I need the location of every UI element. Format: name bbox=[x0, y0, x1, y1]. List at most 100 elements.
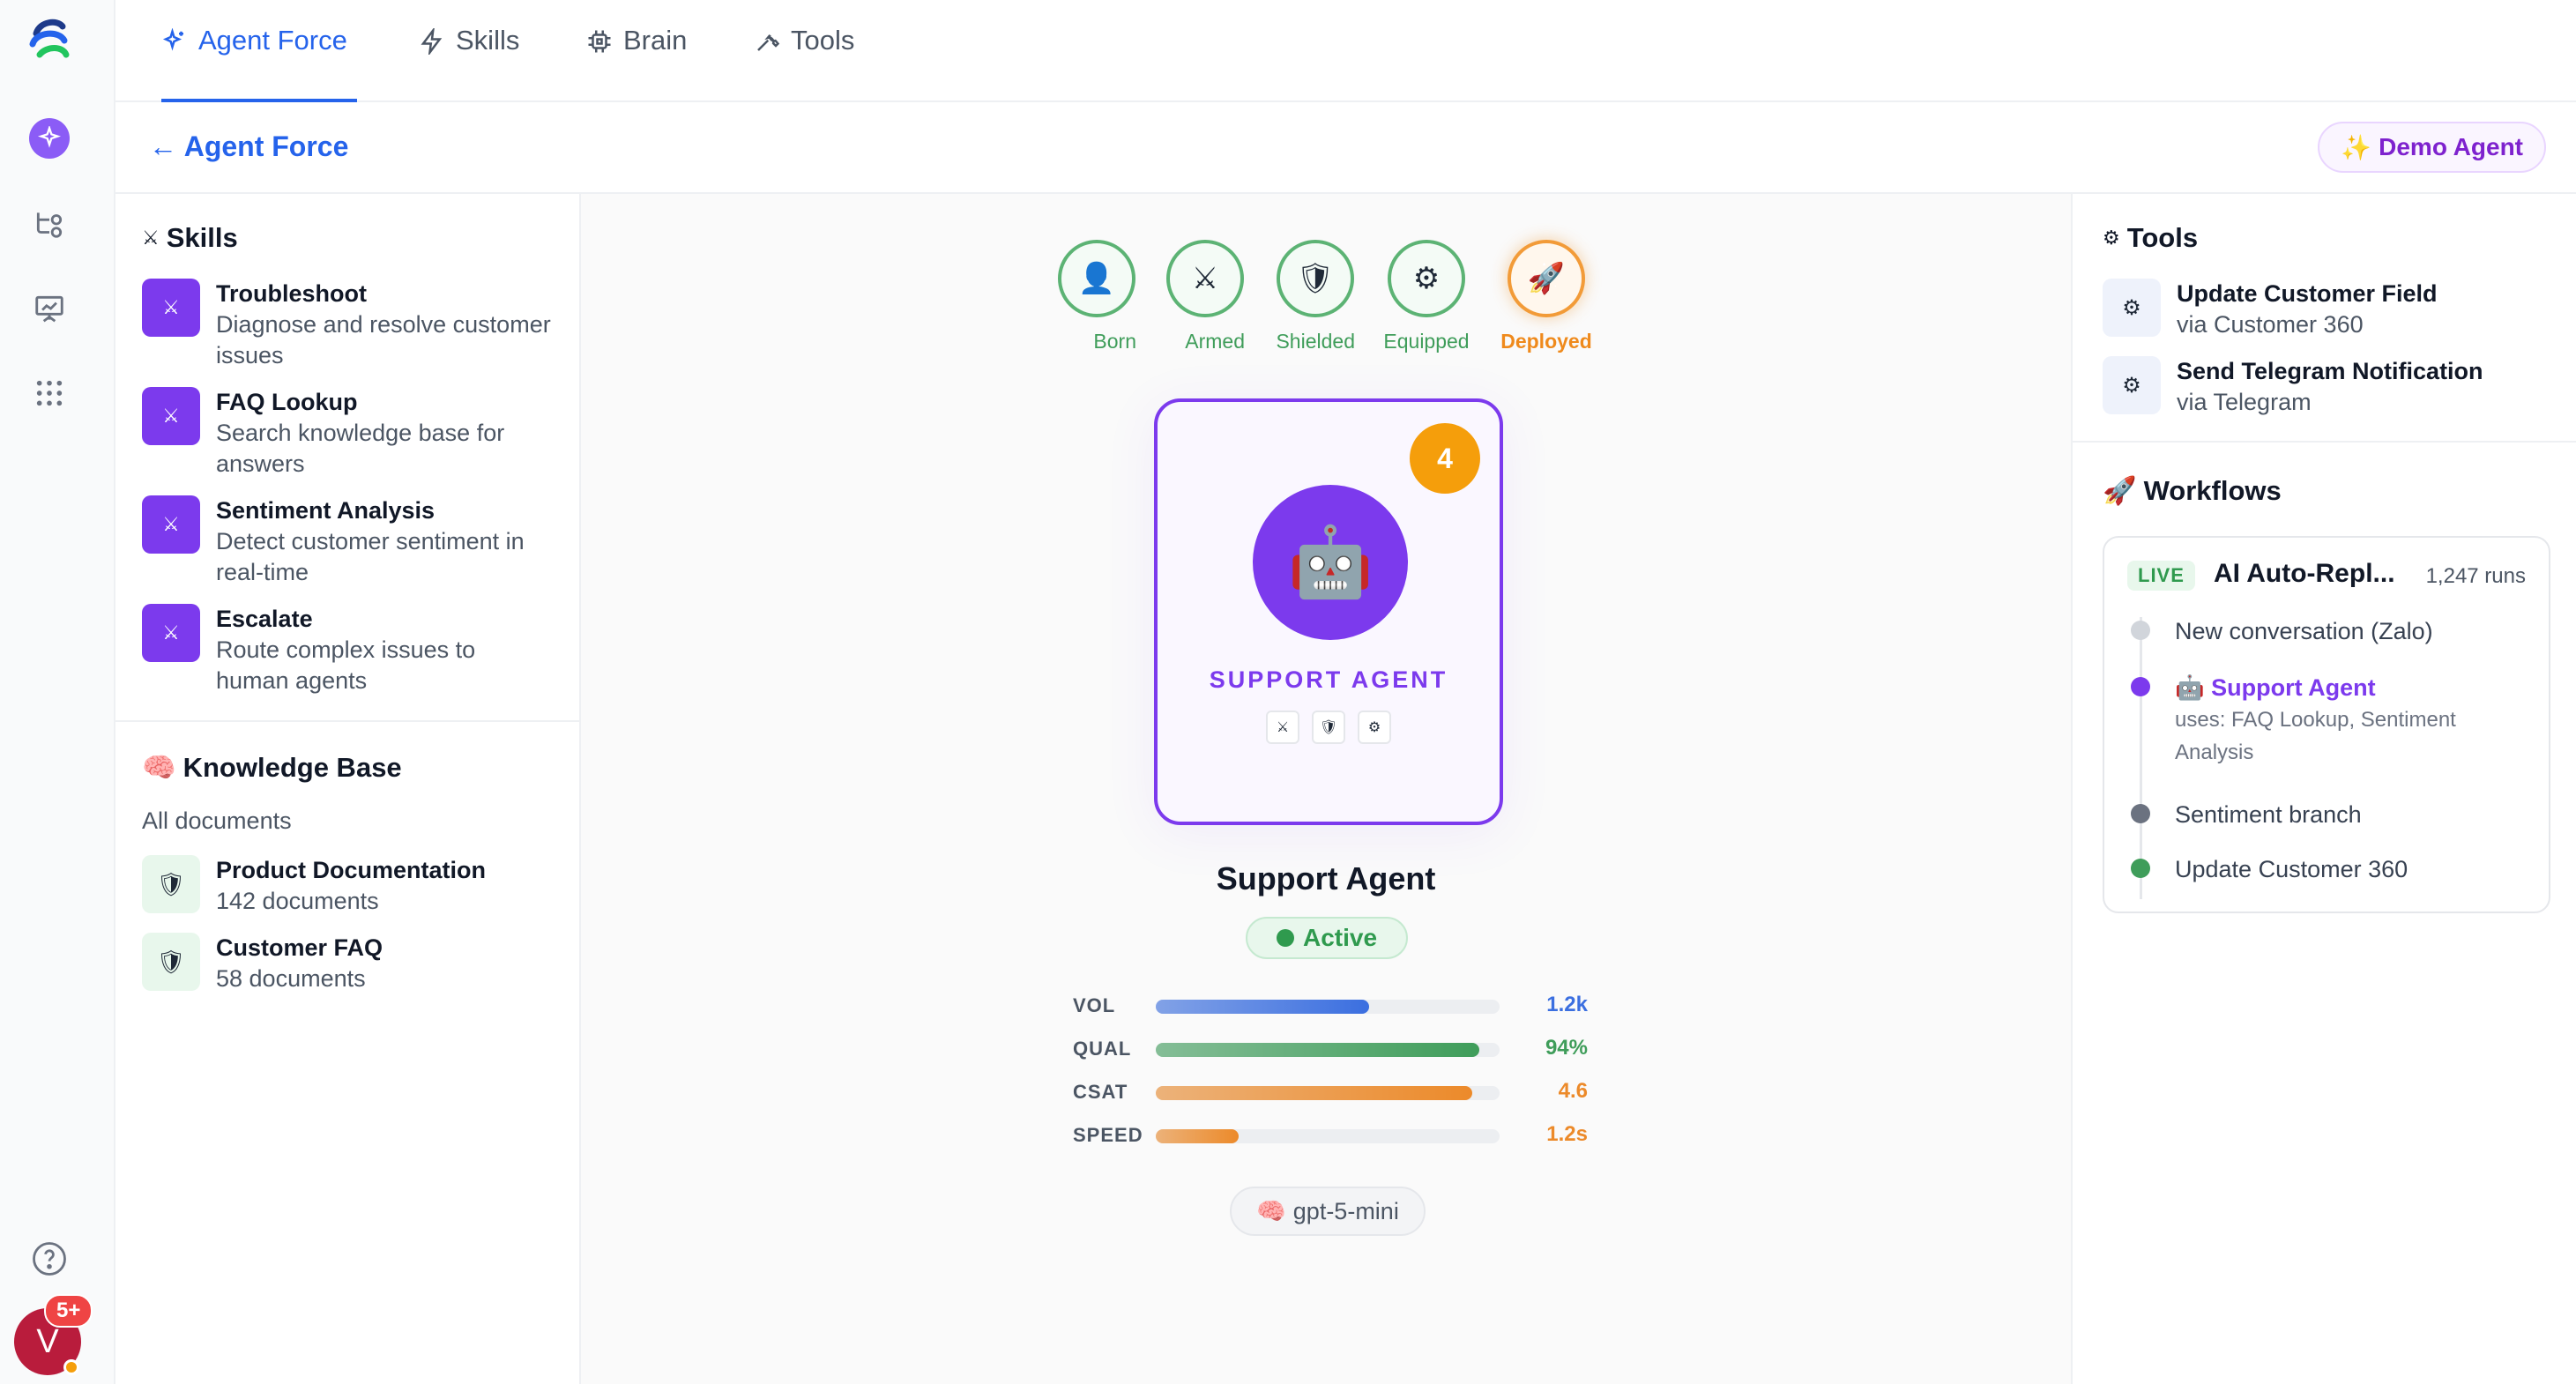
demo-agent-button[interactable]: ✨ Demo Agent bbox=[2318, 122, 2546, 173]
tab-tools[interactable]: Tools bbox=[754, 25, 854, 102]
stat-value: 1.2k bbox=[1546, 993, 1588, 1016]
workflow-card[interactable]: LIVE AI Auto-Repl... 1,247 runs New conv… bbox=[2103, 536, 2550, 913]
knowledge-item[interactable]: 🛡 Product Documentation 142 documents bbox=[142, 855, 486, 917]
rocket-icon: 🚀 bbox=[2103, 475, 2137, 506]
swords-icon: ⚔ bbox=[142, 387, 200, 445]
stat-bar bbox=[1156, 1043, 1500, 1057]
knowledge-title: Knowledge Base bbox=[182, 751, 402, 783]
stat-value: 4.6 bbox=[1558, 1079, 1588, 1103]
knowledge-item-title: Product Documentation bbox=[216, 857, 487, 883]
tool-item[interactable]: ⚙ Send Telegram Notification via Telegram bbox=[2103, 356, 2483, 418]
skill-title: Troubleshoot bbox=[216, 280, 367, 307]
stat-key: SPEED bbox=[1073, 1124, 1143, 1146]
gear-icon: ⚙ bbox=[1388, 240, 1465, 317]
tab-label: Skills bbox=[456, 25, 520, 56]
knowledge-heading: 🧠 Knowledge Base bbox=[142, 751, 402, 784]
rocket-icon: 🚀 bbox=[1508, 240, 1585, 317]
skill-item[interactable]: ⚔ Escalate Route complex issues to human … bbox=[142, 604, 551, 696]
skills-heading: ⚔ Skills bbox=[142, 222, 238, 254]
skill-desc: Detect customer sentiment in real-time bbox=[216, 528, 525, 585]
left-rail: V 5+ bbox=[0, 0, 115, 1384]
workflow-step[interactable]: Update Customer 360 bbox=[2131, 853, 2408, 885]
gear-icon: ⚙ bbox=[2103, 279, 2161, 337]
step-dot bbox=[2131, 621, 2150, 640]
knowledge-subtitle: All documents bbox=[142, 807, 292, 834]
stat-row: SPEED 1.2s bbox=[1073, 1117, 1588, 1152]
knowledge-item[interactable]: 🛡 Customer FAQ 58 documents bbox=[142, 933, 383, 994]
tool-title: Update Customer Field bbox=[2177, 280, 2438, 307]
shield-icon: 🛡 bbox=[1277, 240, 1354, 317]
stat-key: VOL bbox=[1073, 994, 1116, 1016]
stage-shielded[interactable]: 🛡 Shielded bbox=[1276, 240, 1355, 353]
stat-fill bbox=[1156, 1129, 1239, 1143]
back-link[interactable]: ← Agent Force bbox=[149, 130, 349, 162]
swords-icon: ⚔ bbox=[142, 604, 200, 662]
agent-card[interactable]: 4 🤖 SUPPORT AGENT ⚔ 🛡 ⚙ bbox=[1154, 398, 1503, 825]
robot-icon: 🤖 bbox=[2175, 674, 2205, 701]
status-label: Active bbox=[1302, 924, 1378, 951]
skill-item[interactable]: ⚔ FAQ Lookup Search knowledge base for an… bbox=[142, 387, 551, 480]
left-panel: ⚔ Skills ⚔ Troubleshoot Diagnose and reso… bbox=[115, 194, 581, 1384]
level-badge: 4 bbox=[1410, 423, 1480, 494]
workflow-step[interactable]: Sentiment branch bbox=[2131, 799, 2362, 830]
stage-label: Deployed bbox=[1500, 330, 1592, 353]
tool-item[interactable]: ⚙ Update Customer Field via Customer 360 bbox=[2103, 279, 2438, 340]
knowledge-item-desc: 142 documents bbox=[216, 888, 379, 914]
step-label: Update Customer 360 bbox=[2175, 856, 2408, 882]
stage-born[interactable]: 👤 Born bbox=[1057, 240, 1136, 353]
notification-badge[interactable]: 5+ bbox=[44, 1294, 93, 1328]
knowledge-item-desc: 58 documents bbox=[216, 965, 366, 992]
shield-icon: 🛡 bbox=[142, 933, 200, 991]
step-label: Support Agent bbox=[2211, 674, 2376, 701]
tool-desc: via Customer 360 bbox=[2177, 311, 2364, 338]
step-label: New conversation (Zalo) bbox=[2175, 618, 2433, 644]
tool-desc: via Telegram bbox=[2177, 389, 2312, 415]
skill-desc: Diagnose and resolve customer issues bbox=[216, 311, 551, 368]
gear-icon: ⚙ bbox=[2103, 227, 2120, 249]
help-icon[interactable] bbox=[28, 1238, 71, 1280]
stage-armed[interactable]: ⚔ Armed bbox=[1165, 240, 1245, 353]
shield-icon: 🛡 bbox=[1312, 711, 1345, 744]
top-nav: Agent Force Skills Brain Tools bbox=[115, 0, 2576, 102]
swords-icon: ⚔ bbox=[1266, 711, 1299, 744]
stage-label: Born bbox=[1093, 330, 1136, 353]
presentation-nav-icon[interactable] bbox=[28, 287, 71, 330]
tab-skills[interactable]: Skills bbox=[419, 25, 519, 102]
workflow-runs: 1,247 runs bbox=[2425, 564, 2526, 588]
tab-agent-force[interactable]: Agent Force bbox=[161, 25, 357, 102]
swords-icon: ⚔ bbox=[1166, 240, 1244, 317]
skill-item[interactable]: ⚔ Troubleshoot Diagnose and resolve custo… bbox=[142, 279, 551, 371]
status-dot bbox=[1276, 929, 1294, 947]
stage-label: Shielded bbox=[1276, 330, 1355, 353]
agent-force-nav-icon[interactable] bbox=[29, 118, 70, 159]
step-dot bbox=[2131, 677, 2150, 696]
gear-icon: ⚙ bbox=[1358, 711, 1391, 744]
apps-grid-icon[interactable] bbox=[28, 372, 71, 414]
step-sub: uses: FAQ Lookup, Sentiment Analysis bbox=[2175, 708, 2456, 764]
stage-label: Equipped bbox=[1383, 330, 1470, 353]
knowledge-item-title: Customer FAQ bbox=[216, 934, 383, 961]
skill-item[interactable]: ⚔ Sentiment Analysis Detect customer sent… bbox=[142, 495, 551, 588]
workflows-heading: 🚀 Workflows bbox=[2103, 474, 2282, 507]
swords-icon: ⚔ bbox=[142, 227, 160, 249]
skill-desc: Search knowledge base for answers bbox=[216, 420, 505, 477]
workflow-step[interactable]: 🤖 Support Agent uses: FAQ Lookup, Sentim… bbox=[2131, 672, 2528, 769]
workflow-name: AI Auto-Repl... bbox=[2214, 559, 2395, 588]
stage-deployed[interactable]: 🚀 Deployed bbox=[1500, 240, 1592, 353]
workflow-step[interactable]: New conversation (Zalo) bbox=[2131, 615, 2433, 647]
tab-brain[interactable]: Brain bbox=[586, 25, 687, 102]
stage-equipped[interactable]: ⚙ Equipped bbox=[1383, 240, 1470, 353]
tools-title: Tools bbox=[2126, 222, 2199, 253]
stat-key: QUAL bbox=[1073, 1038, 1132, 1060]
gear-icon: ⚙ bbox=[2103, 356, 2161, 414]
app-logo-icon[interactable] bbox=[24, 14, 77, 67]
sparkle-icon bbox=[162, 28, 183, 51]
stat-fill bbox=[1156, 1043, 1479, 1057]
lightning-icon bbox=[421, 28, 443, 55]
skills-title: Skills bbox=[166, 222, 238, 253]
tab-label: Agent Force bbox=[198, 25, 347, 56]
model-badge[interactable]: 🧠 gpt-5-mini bbox=[1230, 1187, 1426, 1236]
workflow-nav-icon[interactable] bbox=[28, 203, 71, 245]
robot-icon: 🤖 bbox=[1253, 485, 1408, 640]
tools-heading: ⚙ Tools bbox=[2103, 222, 2198, 254]
